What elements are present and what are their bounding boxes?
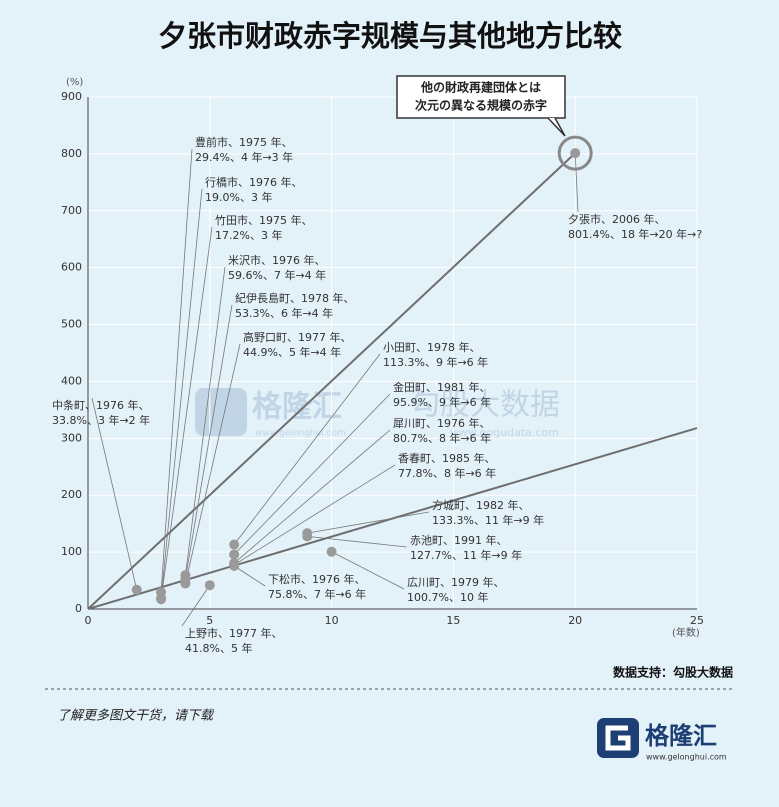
- watermark-text: 勾股大数据: [410, 388, 560, 423]
- point-label: 100.7%、10 年: [407, 590, 488, 604]
- point-label: 行橋市、1976 年、: [205, 175, 303, 189]
- highlight-ring: [557, 135, 593, 171]
- point-label: 133.3%、11 年→9 年: [432, 513, 544, 527]
- y-tick-label: 800: [61, 147, 82, 160]
- point-label: 29.4%、4 年→3 年: [195, 150, 293, 164]
- point-label: 41.8%、5 年: [185, 641, 252, 655]
- x-tick-label: 0: [85, 614, 92, 627]
- reference-line: [87, 152, 576, 610]
- point: [131, 584, 142, 595]
- leader-line: [160, 226, 213, 600]
- chart-title: 夕张市财政赤字规模与其他地方比较: [158, 19, 622, 53]
- point: [326, 546, 337, 557]
- leader-line: [181, 584, 211, 627]
- leader-line: [91, 397, 138, 590]
- y-tick-label: 400: [61, 374, 82, 387]
- point: [156, 594, 167, 605]
- leader-line: [185, 266, 226, 576]
- callout-box: [396, 75, 566, 119]
- point-label: 127.7%、11 年→9 年: [410, 548, 522, 562]
- point-label: 方城町、1982 年、: [432, 498, 530, 512]
- point: [204, 580, 215, 591]
- point-label: 小田町、1978 年、: [383, 340, 481, 354]
- x-tick-label: 25: [690, 614, 704, 627]
- logo-text: 格隆汇: [645, 722, 717, 750]
- leader-line: [574, 153, 579, 213]
- point-label: 33.8%、3 年→2 年: [52, 413, 150, 427]
- watermark-text: www.gelonghui.com: [255, 429, 346, 439]
- watermark: 格隆汇 www.gelonghui.com 勾股大数据 www.gogudata…: [195, 388, 560, 439]
- leader-line: [233, 353, 381, 545]
- point-label: 44.9%、5 年→4 年: [243, 345, 341, 359]
- point-label: 59.6%、7 年→4 年: [228, 268, 326, 282]
- callout-text: 次元の異なる規模の赤字: [415, 98, 547, 113]
- point-label: 夕張市、2006 年、: [568, 212, 666, 226]
- point-label: 広川町、1979 年、: [407, 575, 505, 589]
- x-tick-label: 20: [568, 614, 582, 627]
- point-label: 95.9%、9 年→6 年: [393, 395, 491, 409]
- callout-pointer: [547, 117, 566, 137]
- point-label: 米沢市、1976 年、: [228, 253, 326, 267]
- y-axis-label: (%): [66, 77, 83, 88]
- logo-url: www.gelonghui.com: [646, 753, 727, 762]
- point-label: 801.4%、18 年→20 年→?: [568, 227, 702, 241]
- point-label: 17.2%、3 年: [215, 228, 282, 242]
- leaders: [91, 148, 579, 627]
- point-label: 金田町、1981 年、: [393, 380, 491, 394]
- x-axis-label: (年数): [672, 626, 700, 639]
- y-tick-label: 0: [75, 602, 82, 615]
- y-tick-label: 600: [61, 261, 82, 274]
- point-label: 赤池町、1991 年、: [410, 533, 508, 547]
- leader-line: [160, 148, 193, 593]
- point: [229, 560, 240, 571]
- leader-line: [331, 551, 405, 590]
- point: [180, 578, 191, 589]
- leader-line: [185, 304, 233, 579]
- point-label: 75.8%、7 年→6 年: [268, 587, 366, 601]
- source: 数据支持：勾股大数据: [613, 665, 733, 680]
- y-tick-label: 900: [61, 90, 82, 103]
- point-label: 53.3%、6 年→4 年: [235, 306, 333, 320]
- leader-line: [233, 393, 391, 555]
- leader-line: [233, 429, 391, 564]
- point: [302, 531, 313, 542]
- point-label: 19.0%、3 年: [205, 190, 272, 204]
- leader-line: [307, 511, 430, 534]
- y-tick-label: 300: [61, 431, 82, 444]
- point-label: 77.8%、8 年→6 年: [398, 466, 496, 480]
- point-label: 豊前市、1975 年、: [195, 135, 293, 149]
- x-tick-label: 15: [446, 614, 460, 627]
- point-label: 中条町、1976 年、: [52, 398, 150, 412]
- leader-line: [307, 535, 408, 548]
- logo-glyph: [605, 725, 631, 751]
- point: [229, 539, 240, 550]
- y-tick-label: 100: [61, 545, 82, 558]
- leader-line: [233, 464, 396, 566]
- point-label: 下松市、1976 年、: [268, 572, 366, 586]
- leader-line: [233, 565, 266, 587]
- point: [229, 549, 240, 560]
- point-label: 80.7%、8 年→6 年: [393, 431, 491, 445]
- point-label: 香春町、1985 年、: [398, 451, 496, 465]
- point-label: 高野口町、1977 年、: [243, 330, 352, 344]
- watermark-text: 格隆汇: [252, 390, 342, 425]
- point-label: 竹田市、1975 年、: [215, 213, 313, 227]
- watermark-text: www.gogudata.com: [450, 426, 559, 439]
- callout-text: 他の財政再建団体とは: [420, 80, 541, 95]
- y-tick-label: 200: [61, 488, 82, 501]
- footer-cta: 了解更多图文干货，请下载: [57, 708, 215, 724]
- point-label: 上野市、1977 年、: [185, 626, 283, 640]
- y-tick-label: 700: [61, 204, 82, 217]
- y-tick-label: 500: [61, 318, 82, 331]
- point-label: 113.3%、9 年→6 年: [383, 355, 488, 369]
- point-label: 犀川町、1976 年、: [393, 416, 491, 430]
- x-tick-label: 10: [325, 614, 339, 627]
- leader-line: [160, 188, 203, 599]
- leader-line: [185, 343, 241, 584]
- point: [570, 148, 581, 159]
- point-label: 紀伊長島町、1978 年、: [235, 291, 355, 305]
- x-tick-label: 5: [206, 614, 213, 627]
